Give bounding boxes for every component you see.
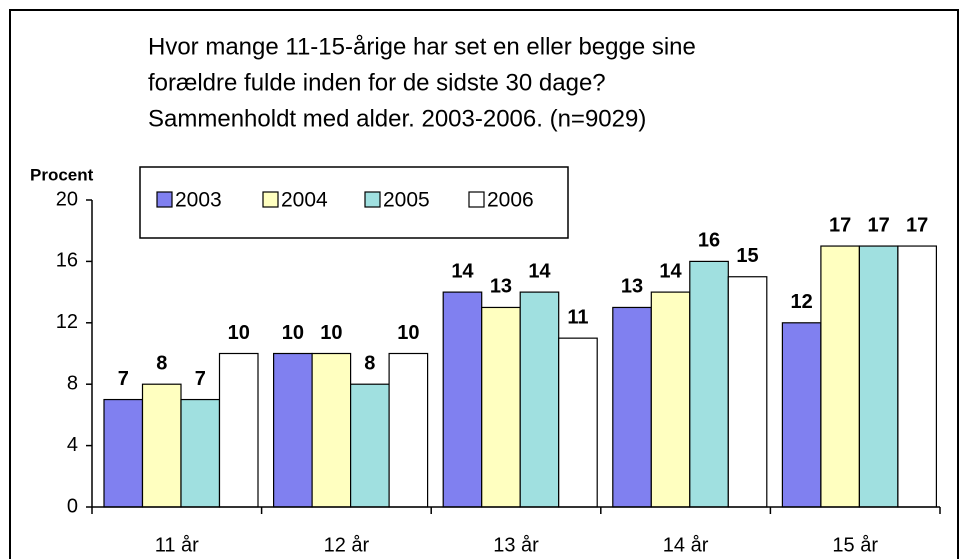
legend-swatch: [262, 191, 279, 208]
bar: [103, 398, 144, 508]
bar: [727, 276, 768, 508]
bar: [350, 383, 390, 508]
legend-swatch: [468, 191, 485, 208]
bar: [650, 291, 691, 508]
legend-label: 2004: [281, 189, 328, 212]
y-tick-label: 12: [56, 311, 78, 333]
bar: [689, 260, 729, 508]
bar: [558, 337, 598, 508]
data-label: 13: [490, 276, 512, 298]
data-label: 10: [320, 322, 342, 344]
legend-box: [139, 166, 569, 239]
bar: [519, 291, 560, 508]
data-label: 10: [282, 322, 304, 344]
chart-title: Hvor mange 11-15-årige har set en eller …: [148, 33, 696, 60]
data-label: 14: [528, 260, 551, 282]
legend-label: 2003: [175, 189, 222, 212]
data-label: 17: [829, 214, 851, 236]
y-tick-label: 20: [56, 188, 78, 210]
x-tick-label: 13 år: [493, 534, 539, 556]
data-label: 7: [195, 368, 206, 390]
chart-title: forældre fulde inden for de sidste 30 da…: [148, 69, 606, 96]
legend-swatch: [364, 191, 381, 208]
data-label: 8: [156, 352, 167, 374]
bar: [180, 398, 221, 508]
y-tick-label: 16: [56, 250, 78, 272]
data-label: 15: [736, 245, 758, 267]
y-tick-label: 0: [67, 495, 78, 517]
data-label: 16: [698, 230, 720, 252]
legend-swatch: [156, 191, 173, 208]
data-label: 10: [228, 322, 250, 344]
bar: [218, 352, 259, 508]
chart-title: Sammenholdt med alder. 2003-2006. (n=902…: [148, 105, 646, 132]
data-label: 13: [621, 276, 643, 298]
y-tick-label: 8: [67, 372, 78, 394]
bar: [897, 245, 938, 508]
x-tick-label: 12 år: [324, 534, 370, 556]
data-label: 8: [364, 352, 375, 374]
data-label: 14: [659, 260, 682, 282]
legend-label: 2006: [487, 189, 534, 212]
bar: [442, 291, 483, 508]
data-label: 17: [906, 214, 928, 236]
data-label: 17: [868, 214, 890, 236]
bar: [612, 306, 652, 508]
bar: [781, 322, 822, 508]
bar: [388, 352, 429, 508]
x-tick-label: 15 år: [832, 534, 878, 556]
x-tick-label: 14 år: [663, 534, 709, 556]
bar: [820, 245, 861, 508]
data-label: 14: [451, 260, 474, 282]
bar: [858, 245, 899, 508]
bar: [273, 352, 313, 508]
data-label: 11: [567, 306, 588, 328]
x-tick-label: 11 år: [155, 534, 199, 556]
y-axis-label: Procent: [30, 165, 94, 184]
bar: [311, 352, 352, 508]
bar: [481, 306, 521, 508]
data-label: 10: [397, 322, 419, 344]
data-label: 12: [791, 291, 813, 313]
bar: [141, 383, 182, 508]
legend-label: 2005: [383, 189, 430, 212]
y-tick-label: 4: [67, 434, 78, 456]
data-label: 7: [118, 368, 129, 390]
